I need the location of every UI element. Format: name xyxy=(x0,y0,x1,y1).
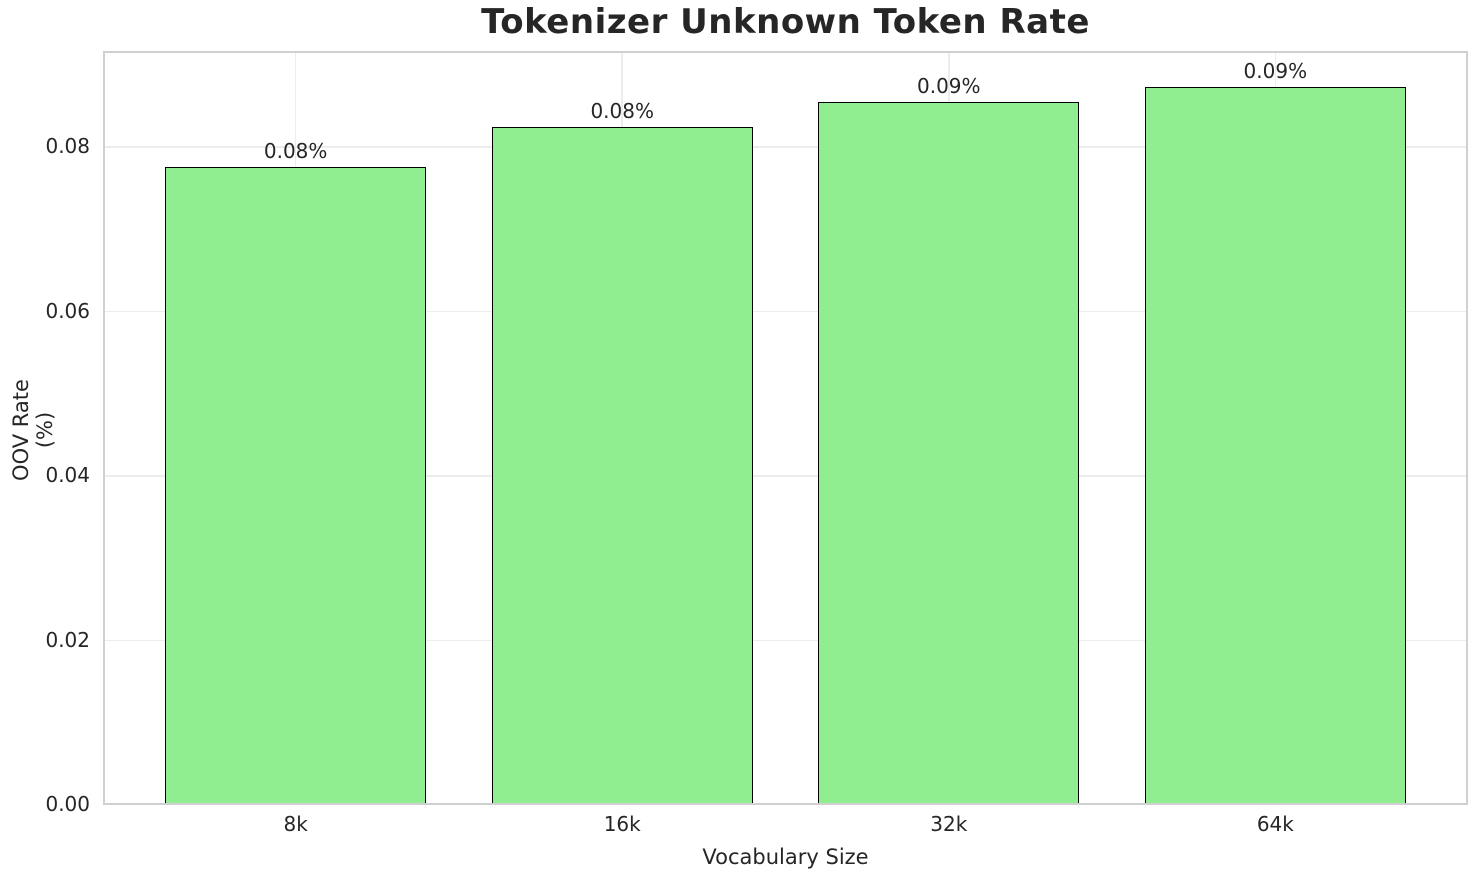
y-tick-label: 0.06 xyxy=(45,298,90,323)
bar-value-label: 0.09% xyxy=(1243,59,1308,84)
y-tick-label: 0.04 xyxy=(45,463,90,488)
bar-value-label: 0.08% xyxy=(263,138,328,163)
bar-64k xyxy=(1144,87,1406,805)
y-gridline xyxy=(103,475,1468,477)
bar-value-label: 0.09% xyxy=(916,73,981,98)
chart-title: Tokenizer Unknown Token Rate xyxy=(481,2,1090,42)
bar-32k xyxy=(818,101,1080,805)
y-tick-label: 0.02 xyxy=(45,627,90,652)
bar-8k xyxy=(165,166,427,805)
x-tick-label: 32k xyxy=(930,812,968,836)
x-axis-label: Vocabulary Size xyxy=(702,845,869,869)
y-gridline xyxy=(103,310,1468,313)
y-gridline xyxy=(103,639,1468,642)
y-gridline xyxy=(103,146,1468,148)
y-tick-label: 0.00 xyxy=(45,792,90,816)
x-tick-label: 64k xyxy=(1256,812,1294,836)
x-tick-label: 8k xyxy=(283,812,308,836)
x-tick-label: 16k xyxy=(603,812,641,836)
bar-16k xyxy=(491,127,753,805)
y-tick-label: 0.08 xyxy=(45,134,90,159)
bar-value-label: 0.08% xyxy=(590,99,654,124)
plot-area: 0.08% 0.08% 0.09% 0.09% xyxy=(103,51,1468,805)
